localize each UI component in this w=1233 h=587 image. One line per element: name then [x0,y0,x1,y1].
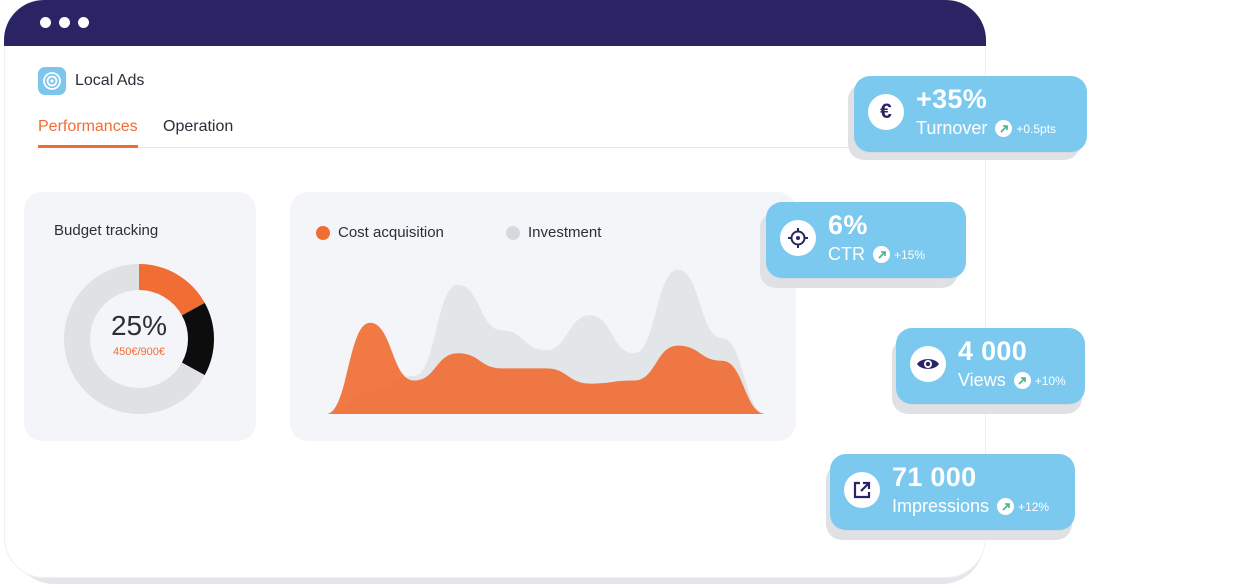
legend-item-cost: Cost acquisition [316,224,444,241]
kpi-card-impressions: 71 000 Impressions +12% [830,454,1075,530]
budget-percent: 25% [110,310,168,341]
kpi-value-turnover: +35% [916,84,988,114]
kpi-delta-impressions: +12% [1018,499,1050,514]
kpi-label-row-views: Views +10% [958,370,1066,391]
kpi-label-impressions: Impressions [892,496,990,516]
kpi-delta-views: +10% [1034,373,1066,388]
kpi-value-impressions: 71 000 [892,462,977,492]
budget-donut [64,264,214,414]
euro-icon: € [868,94,904,130]
kpi-label-ctr: CTR [828,244,865,264]
donut-segment-3 [64,264,214,414]
legend-dot-cost [316,225,330,240]
app-header: Local Ads [38,66,144,96]
title-bar [4,0,986,46]
kpi-delta-turnover: +0.5pts [1016,121,1057,136]
area-chart [326,269,766,414]
kpi-label-row-impressions: Impressions +12% [892,496,1049,517]
kpi-label-row-ctr: CTR +15% [828,244,925,265]
legend-item-investment: Investment [506,224,601,241]
donut-center: 25% 450€/900€ [64,264,214,414]
trend-up-icon [873,246,890,263]
eye-icon [910,346,946,382]
budget-card: Budget tracking 25% 450€/900€ [24,192,256,441]
external-link-icon [844,472,880,508]
kpi-value-views: 4 000 [958,336,1028,366]
kpi-label-views: Views [958,370,1006,390]
legend-label-cost: Cost acquisition [338,224,444,241]
chart-card: Cost acquisition Investment [290,192,796,441]
kpi-value-ctr: 6% [828,210,868,240]
legend-dot-investment [506,225,520,240]
window-dot-2[interactable] [59,17,70,28]
target-icon [38,67,66,95]
kpi-card-turnover: € +35% Turnover +0.5pts [854,76,1087,152]
trend-up-icon [1013,372,1031,389]
kpi-card-views: 4 000 Views +10% [896,328,1085,404]
window-dot-3[interactable] [78,17,89,28]
kpi-card-ctr: 6% CTR +15% [766,202,966,278]
window-dot-1[interactable] [40,17,51,28]
app-title: Local Ads [75,72,145,89]
trend-up-icon [997,498,1015,515]
kpi-delta-ctr: +15% [894,247,926,262]
budget-title: Budget tracking [54,222,159,239]
kpi-label-row-turnover: Turnover +0.5pts [916,118,1056,139]
tab-operation[interactable]: Operation [163,118,234,135]
tab-performances[interactable]: Performances [38,118,138,148]
series-area-cost-acquisition [326,322,766,414]
crosshair-icon [780,220,816,256]
kpi-label-turnover: Turnover [916,118,988,138]
tab-bar: Performances Operation [38,116,851,148]
legend-label-investment: Investment [528,224,602,241]
trend-up-icon [995,120,1013,137]
app-window: Local Ads Performances Operation Budget … [4,0,986,578]
donut-segment-2 [64,264,214,414]
budget-amount: 450€/900€ [113,346,165,358]
